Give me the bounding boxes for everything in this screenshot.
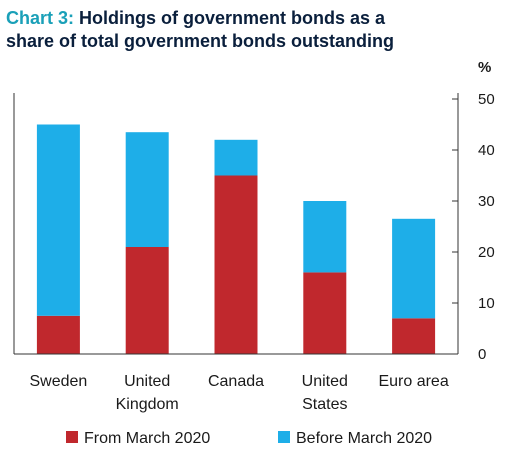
bar-from-march-2020-0 [36, 315, 80, 355]
y-tick-label: 30 [478, 193, 495, 210]
legend-label: Before March 2020 [296, 430, 432, 447]
y-tick-label: 10 [478, 295, 495, 312]
chart-title-line-2: share of total government bonds outstand… [6, 31, 394, 51]
x-category-label: Kingdom [116, 396, 179, 413]
legend-label: From March 2020 [84, 430, 210, 447]
bar-from-march-2020-3 [303, 272, 347, 354]
bar-from-march-2020-1 [125, 246, 169, 354]
legend: From March 2020 Before March 2020 [66, 430, 432, 447]
bar-before-march-2020-1 [125, 132, 169, 247]
bar-from-march-2020-2 [214, 175, 258, 354]
chart-title-main: Holdings of government bonds as a [79, 8, 386, 28]
bar-before-march-2020-2 [214, 139, 258, 176]
x-labels-group: Sweden United Kingdom Canada United States Eur… [29, 373, 448, 413]
y-tick-label: 40 [478, 142, 495, 159]
x-category-label: Sweden [29, 373, 87, 390]
x-category-label: Canada [208, 373, 264, 390]
x-category-label: United [302, 373, 348, 390]
bars-group [36, 124, 436, 355]
legend-swatch [66, 431, 78, 443]
bar-before-march-2020-0 [36, 124, 80, 316]
bar-before-march-2020-3 [303, 201, 347, 273]
bar-from-march-2020-4 [392, 318, 436, 354]
chart-title-prefix: Chart 3: [6, 8, 74, 28]
legend-swatch [278, 431, 290, 443]
y-ticks-group: 0 10 20 30 40 50 [452, 91, 495, 363]
axes-group [13, 93, 459, 355]
x-category-label: Euro area [378, 373, 448, 390]
chart-title-line-1: Chart 3: Holdings of government bonds as… [6, 8, 386, 28]
y-tick-label: 20 [478, 244, 495, 261]
y-tick-label: 50 [478, 91, 495, 108]
bar-before-march-2020-4 [392, 218, 436, 319]
y-tick-label: 0 [478, 346, 486, 363]
y-axis-unit: % [478, 59, 491, 76]
x-category-label: States [302, 396, 347, 413]
x-category-label: United [124, 373, 170, 390]
